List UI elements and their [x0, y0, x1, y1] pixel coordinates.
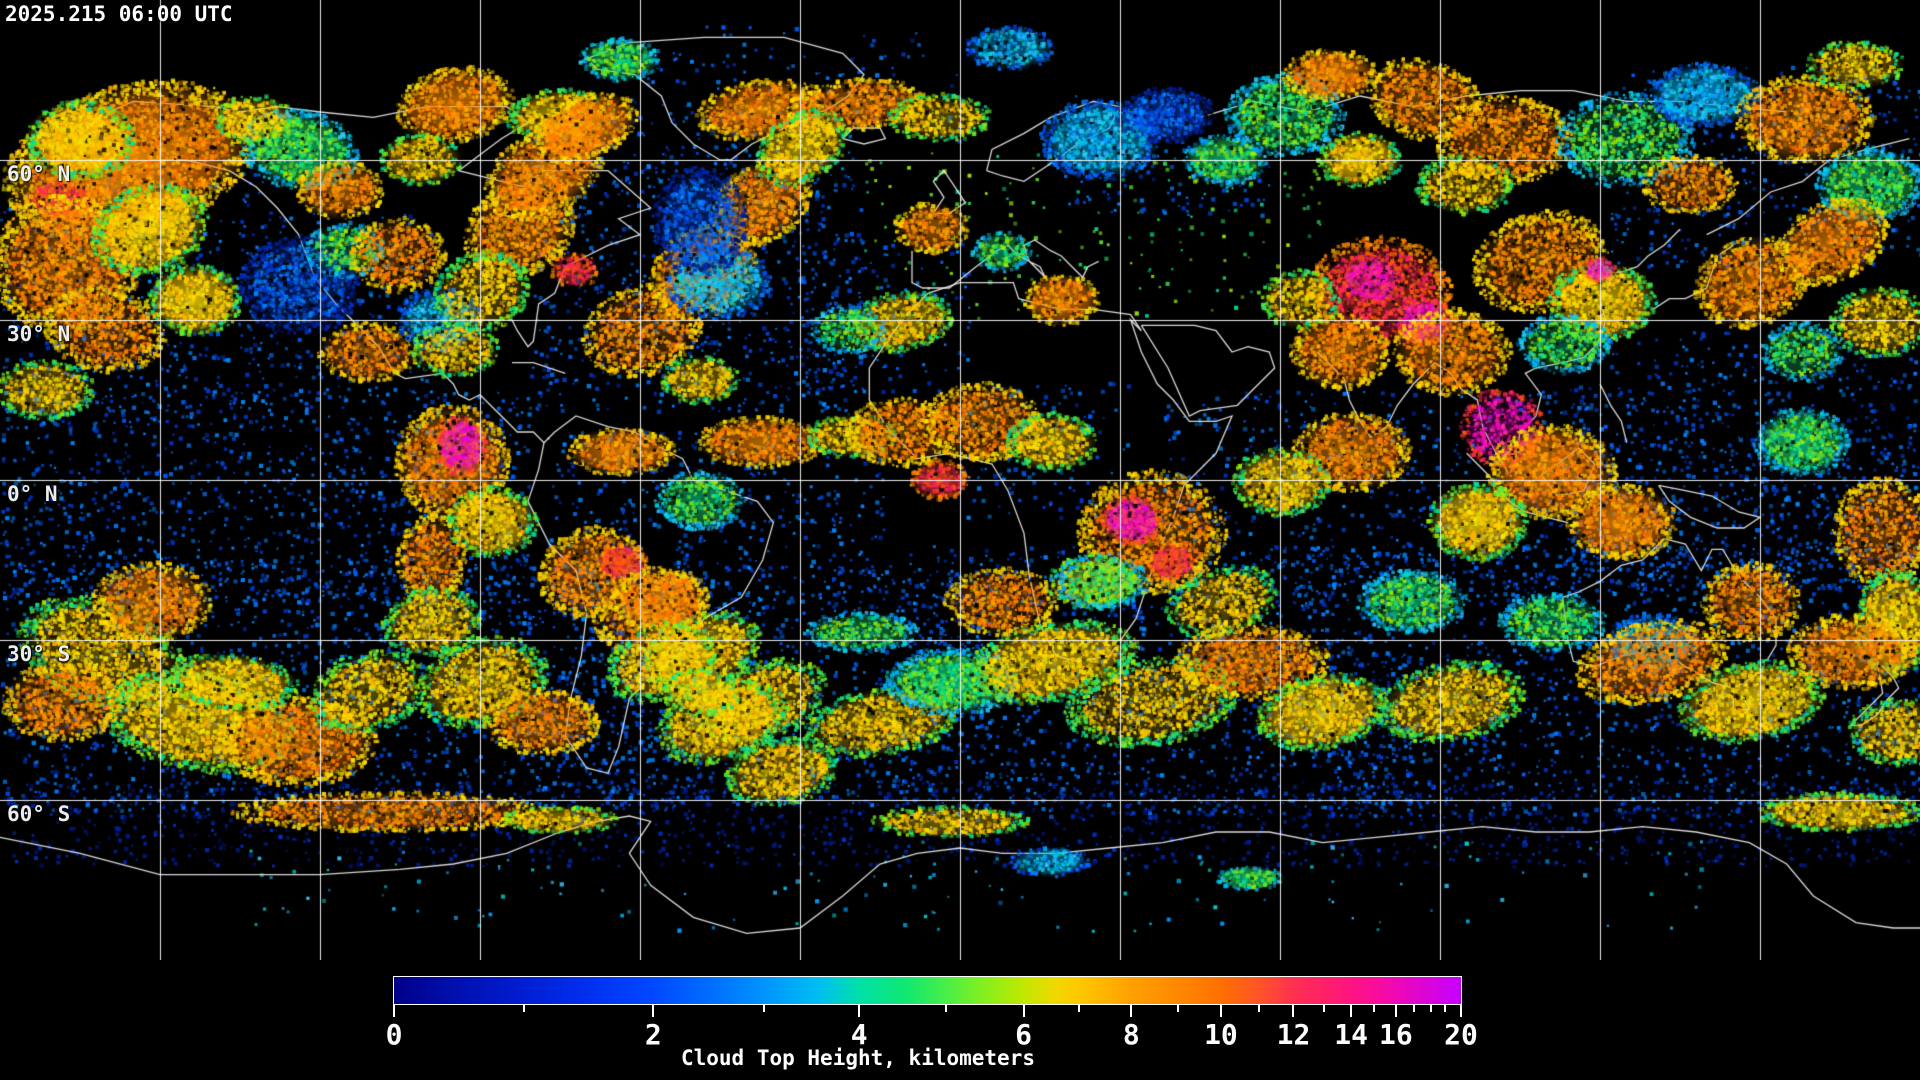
colorbar-tick-label-2: 2	[644, 1018, 662, 1051]
colorbar-minor-tick	[1430, 1005, 1433, 1012]
colorbar-tick-label-4: 4	[850, 1018, 868, 1051]
colorbar-minor-tick	[1323, 1005, 1326, 1012]
colorbar-major-tick-16	[1394, 1005, 1397, 1017]
latitude-label-60s: 60° S	[7, 802, 71, 826]
colorbar-minor-tick	[1078, 1005, 1080, 1012]
colorbar-tick-label-8: 8	[1122, 1018, 1140, 1051]
colorbar-major-tick-4	[858, 1005, 861, 1017]
colorbar-minor-tick	[1443, 1005, 1446, 1012]
colorbar-major-tick-14	[1350, 1005, 1353, 1017]
colorbar-major-tick-10	[1219, 1005, 1222, 1017]
colorbar-major-tick-6	[1022, 1005, 1025, 1017]
colorbar-minor-tick	[1413, 1005, 1416, 1012]
colorbar-major-tick-8	[1130, 1005, 1133, 1017]
colorbar-minor-tick	[763, 1005, 766, 1012]
colorbar-tick-label-20: 20	[1444, 1018, 1478, 1051]
colorbar-minor-tick	[523, 1005, 526, 1012]
colorbar-minor-tick	[1258, 1005, 1261, 1012]
latitude-label-60n: 60° N	[7, 162, 71, 186]
colorbar-title: Cloud Top Height, kilometers	[680, 1046, 1035, 1070]
colorbar-major-tick-0	[393, 1005, 395, 1017]
colorbar-tick-label-14: 14	[1334, 1018, 1368, 1051]
colorbar-tick-label-6: 6	[1015, 1018, 1032, 1051]
colorbar-tick-label-0: 0	[385, 1018, 403, 1051]
satellite-cloud-map-image	[0, 0, 1920, 960]
colorbar-minor-tick	[944, 1005, 947, 1012]
latitude-label-30s: 30° S	[7, 642, 71, 666]
timestamp-label: 2025.215 06:00 UTC	[5, 2, 233, 26]
colorbar-tick-label-10: 10	[1204, 1018, 1238, 1051]
colorbar-tick-label-16: 16	[1379, 1018, 1413, 1051]
latitude-label-0n: 0° N	[7, 482, 58, 506]
colorbar-major-tick-2	[652, 1005, 655, 1017]
colorbar-minor-tick	[1177, 1005, 1180, 1012]
latitude-label-30n: 30° N	[7, 322, 71, 346]
colorbar-gradient	[393, 976, 1462, 1005]
colorbar-tick-label-12: 12	[1276, 1018, 1311, 1051]
colorbar-minor-tick	[1372, 1005, 1375, 1012]
colorbar-major-tick-12	[1292, 1005, 1295, 1017]
colorbar-major-tick-20	[1460, 1005, 1462, 1017]
